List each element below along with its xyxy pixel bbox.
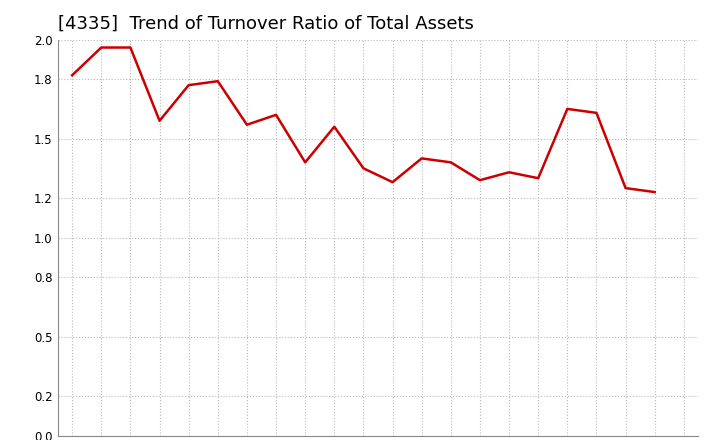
Text: [4335]  Trend of Turnover Ratio of Total Assets: [4335] Trend of Turnover Ratio of Total … [58, 15, 474, 33]
